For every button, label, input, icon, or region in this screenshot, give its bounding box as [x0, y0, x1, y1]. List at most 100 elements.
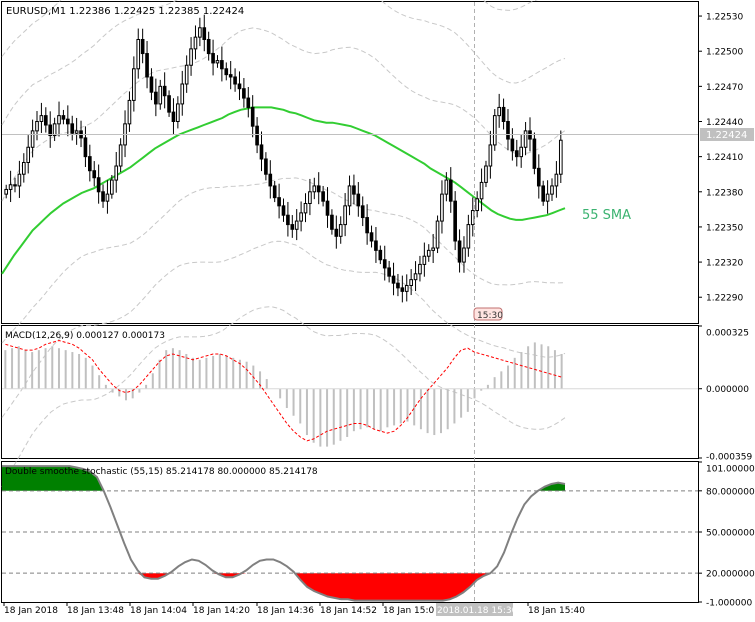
- candle-body: [334, 228, 339, 237]
- envelope-lines: [1, 0, 566, 487]
- candle-body: [338, 224, 343, 237]
- crosshair-date-tag: [436, 603, 513, 616]
- candle-body: [290, 224, 295, 230]
- candle-body: [193, 36, 198, 50]
- sma-label: 55 SMA: [582, 208, 631, 223]
- candle-body: [30, 130, 35, 148]
- candle-body: [369, 232, 374, 242]
- stoch-tick-label: -1.000000: [706, 599, 752, 609]
- candle-body: [382, 259, 387, 269]
- candle-body: [492, 115, 497, 146]
- candle-body: [132, 68, 136, 101]
- candle-body: [189, 48, 193, 66]
- candle-body: [105, 193, 110, 202]
- candle-body: [510, 138, 515, 152]
- candle-body: [8, 184, 13, 190]
- candle-body: [52, 123, 57, 137]
- macd-histogram: [2, 342, 698, 447]
- time-tick-label: 18 Jan 14:36: [257, 606, 314, 616]
- candle-body: [96, 177, 101, 193]
- candle-body: [356, 193, 361, 207]
- candle-body: [224, 68, 229, 76]
- envelope-line: [1, 0, 566, 126]
- price-tick-label: 1.22410: [706, 153, 743, 163]
- candle-body: [514, 150, 519, 158]
- candle-body: [391, 275, 396, 284]
- candle-body: [484, 165, 488, 183]
- candle-body: [286, 214, 290, 226]
- candle-body: [532, 138, 537, 169]
- price-tick-label: 1.22320: [706, 259, 743, 269]
- candle-body: [176, 103, 180, 122]
- stoch-levels: [2, 490, 698, 574]
- candle-body: [158, 85, 163, 105]
- price-tick-label: 1.22290: [706, 294, 743, 304]
- candle-body: [462, 247, 466, 263]
- candle-body: [242, 88, 246, 99]
- candle-body: [233, 76, 237, 85]
- candle-body: [396, 282, 400, 289]
- stoch-fill-area: [293, 573, 491, 601]
- candle-body: [299, 212, 303, 222]
- candles[interactable]: [4, 14, 563, 303]
- candle-body: [171, 111, 176, 122]
- candle-body: [308, 191, 312, 205]
- price-tick-label: 1.22350: [706, 223, 743, 233]
- candle-body: [26, 146, 31, 163]
- candle-body: [506, 120, 510, 140]
- candle-body: [167, 95, 171, 113]
- candle-body: [321, 191, 325, 202]
- candle-body: [35, 120, 39, 132]
- crosshair-time-label: 15:30: [477, 311, 503, 321]
- candle-body: [21, 162, 26, 175]
- candle-body: [277, 197, 281, 207]
- candle-body: [536, 167, 541, 187]
- candle-body: [61, 115, 66, 120]
- candle-body: [448, 179, 453, 202]
- time-tick-label: 18 Jan 15:40: [528, 606, 585, 616]
- stoch-fills: [2, 466, 565, 601]
- candle-body: [228, 74, 233, 78]
- candle-body: [312, 185, 317, 193]
- candle-body: [17, 173, 22, 187]
- candle-body: [264, 158, 268, 175]
- price-tick-label: 1.22380: [706, 188, 743, 198]
- candle-body: [501, 106, 506, 122]
- candle-body: [246, 97, 251, 108]
- candle-body: [352, 185, 356, 195]
- stoch-axis: 101.000000 80.000000 50.000000 20.000000 -1.…: [698, 461, 755, 609]
- stoch-tick-label: 50.000000: [706, 529, 755, 539]
- candle-body: [180, 83, 185, 105]
- candle-body: [92, 170, 97, 179]
- crosshair-date-label: 2018.01.18 15:30: [437, 606, 518, 616]
- candle-body: [413, 273, 418, 281]
- candle-body: [198, 27, 202, 38]
- candle-body: [365, 217, 369, 234]
- stoch-tick-label: 101.000000: [706, 465, 755, 475]
- price-panel-border: [1, 1, 699, 324]
- candle-body: [541, 185, 546, 202]
- stoch-fill-area: [537, 482, 565, 491]
- sma-path: [1, 106, 566, 275]
- candle-body: [184, 64, 189, 85]
- candle-body: [554, 173, 559, 187]
- candle-body: [404, 285, 409, 292]
- envelope-line: [1, 240, 566, 418]
- envelope-line: [1, 306, 566, 487]
- candle-body: [202, 27, 207, 40]
- candle-body: [206, 38, 211, 55]
- candle-body: [88, 156, 92, 172]
- candle-body: [110, 179, 114, 195]
- price-axis: 1.22530 1.22500 1.22470 1.22440 1.22410 1.223…: [698, 13, 743, 304]
- candle-body: [294, 220, 299, 230]
- time-tick-label: 18 Jan 15:0: [383, 606, 435, 616]
- candle-body: [435, 220, 440, 249]
- candle-body: [140, 38, 145, 55]
- macd-panel-border: [1, 325, 699, 459]
- stoch-title: Double smoothe stochastic (55,15) 85.214…: [5, 467, 318, 477]
- symbol-title: EURUSD,M1 1.22386 1.22425 1.22385 1.2242…: [6, 6, 244, 17]
- price-tick-label: 1.22530: [706, 13, 743, 23]
- candle-body: [409, 279, 413, 287]
- candle-body: [303, 203, 308, 214]
